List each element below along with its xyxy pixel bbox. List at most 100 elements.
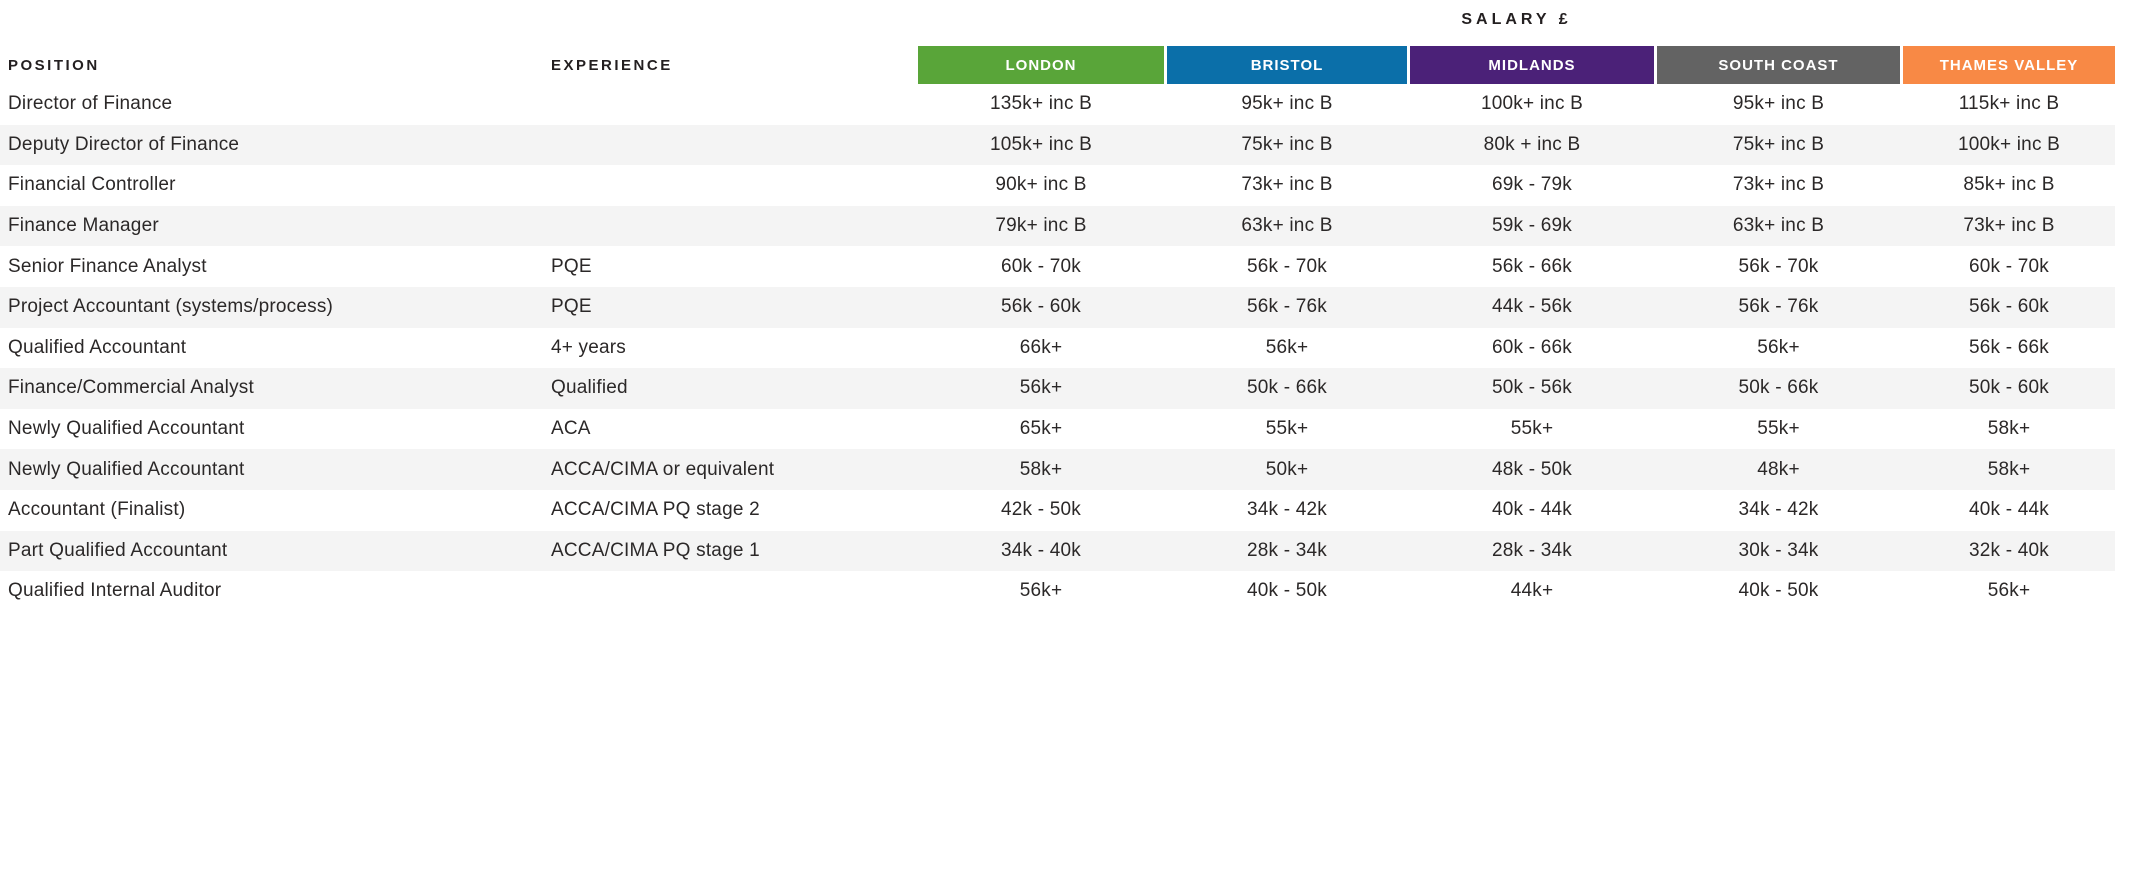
experience-cell	[551, 125, 881, 166]
salary-cell-thames-valley: 60k - 70k	[1969, 255, 2049, 277]
table-row: Accountant (Finalist) ACCA/CIMA PQ stage…	[0, 489, 2115, 531]
salary-cell-london: 58k+	[1019, 458, 1063, 480]
region-header-london: LONDON	[918, 46, 1164, 84]
salary-cell-thames-valley: 58k+	[1987, 458, 2031, 480]
salary-cell-bristol: 40k - 50k	[1247, 580, 1327, 602]
table-row: Newly Qualified Accountant ACCA/CIMA or …	[0, 449, 2115, 490]
table-row: Project Accountant (systems/process) PQE…	[0, 286, 2115, 328]
salary-cell-south-coast: 56k - 70k	[1738, 255, 1819, 277]
salary-cell-south-coast: 30k - 34k	[1738, 539, 1819, 561]
salary-cell-midlands: 28k - 34k	[1492, 539, 1572, 561]
position-cell: Qualified Internal Auditor	[8, 580, 222, 602]
table-row: Senior Finance Analyst PQE 60k - 70k 56k…	[0, 246, 2115, 287]
experience-column-header: EXPERIENCE	[551, 56, 673, 74]
salary-cell-bristol: 63k+ inc B	[1241, 215, 1333, 237]
experience-cell: PQE	[551, 255, 592, 277]
salary-cell-london: 135k+ inc B	[989, 93, 1092, 115]
experience-cell: ACCA/CIMA PQ stage 2	[551, 499, 760, 521]
salary-cell-south-coast: 34k - 42k	[1738, 499, 1819, 521]
salary-cell-midlands: 69k - 79k	[1492, 174, 1572, 196]
salary-cell-bristol: 34k - 42k	[1247, 499, 1327, 521]
salary-cell-bristol: 55k+	[1265, 418, 1309, 440]
salary-cell-london: 66k+	[1019, 336, 1063, 358]
salary-cell-london: 79k+ inc B	[995, 215, 1087, 237]
salary-cell-south-coast: 73k+ inc B	[1732, 174, 1825, 196]
experience-cell	[551, 84, 881, 125]
table-row: Finance/Commercial Analyst Qualified 56k…	[0, 368, 2115, 409]
salary-cell-south-coast: 75k+ inc B	[1732, 133, 1825, 155]
salary-cell-london: 42k - 50k	[1001, 499, 1081, 521]
region-header-midlands: MIDLANDS	[1410, 46, 1654, 84]
table-row: Qualified Internal Auditor 56k+ 40k - 50…	[0, 571, 2115, 612]
experience-cell: ACA	[551, 418, 591, 440]
salary-cell-midlands: 48k - 50k	[1492, 458, 1572, 480]
salary-cell-south-coast: 55k+	[1757, 418, 1800, 440]
salary-cell-thames-valley: 73k+ inc B	[1963, 215, 2055, 237]
position-cell: Director of Finance	[8, 93, 173, 115]
experience-cell	[551, 206, 881, 247]
salary-table-body: Director of Finance 135k+ inc B 95k+ inc…	[0, 84, 2115, 612]
position-cell: Deputy Director of Finance	[8, 133, 240, 155]
table-row: Director of Finance 135k+ inc B 95k+ inc…	[0, 84, 2115, 125]
salary-title: SALARY £	[1461, 11, 1572, 28]
salary-cell-bristol: 75k+ inc B	[1241, 133, 1333, 155]
position-cell: Qualified Accountant	[8, 336, 187, 358]
salary-cell-bristol: 95k+ inc B	[1241, 93, 1333, 115]
salary-cell-bristol: 73k+ inc B	[1241, 174, 1333, 196]
salary-cell-london: 105k+ inc B	[989, 133, 1092, 155]
salary-cell-thames-valley: 50k - 60k	[1969, 377, 2049, 399]
experience-cell: 4+ years	[551, 336, 627, 358]
position-cell: Newly Qualified Accountant	[8, 458, 245, 480]
region-header-south-coast: SOUTH COAST	[1657, 46, 1900, 84]
position-column-header: POSITION	[8, 56, 100, 74]
salary-cell-thames-valley: 115k+ inc B	[1958, 93, 2060, 115]
salary-cell-bristol: 56k - 76k	[1247, 296, 1327, 318]
position-cell: Finance/Commercial Analyst	[8, 377, 254, 399]
salary-cell-london: 60k - 70k	[1001, 255, 1081, 277]
salary-cell-thames-valley: 58k+	[1987, 418, 2031, 440]
salary-cell-south-coast: 40k - 50k	[1738, 580, 1819, 602]
salary-cell-london: 34k - 40k	[1001, 539, 1081, 561]
salary-cell-thames-valley: 100k+ inc B	[1957, 133, 2060, 155]
salary-cell-south-coast: 63k+ inc B	[1732, 215, 1825, 237]
experience-cell: PQE	[551, 296, 592, 318]
position-cell: Senior Finance Analyst	[8, 255, 207, 277]
salary-cell-london: 56k - 60k	[1001, 296, 1081, 318]
salary-cell-bristol: 28k - 34k	[1247, 539, 1327, 561]
table-row: Qualified Accountant 4+ years 66k+ 56k+ …	[0, 327, 2115, 369]
table-row: Part Qualified Accountant ACCA/CIMA PQ s…	[0, 530, 2115, 572]
salary-cell-thames-valley: 40k - 44k	[1969, 499, 2049, 521]
salary-cell-bristol: 50k - 66k	[1247, 377, 1327, 399]
salary-cell-midlands: 44k - 56k	[1492, 296, 1572, 318]
salary-cell-south-coast: 56k - 76k	[1738, 296, 1819, 318]
experience-cell: ACCA/CIMA PQ stage 1	[551, 539, 760, 561]
salary-cell-london: 56k+	[1019, 377, 1063, 399]
salary-cell-midlands: 59k - 69k	[1492, 215, 1572, 237]
region-header-bristol: BRISTOL	[1167, 46, 1407, 84]
salary-cell-thames-valley: 85k+ inc B	[1963, 174, 2055, 196]
salary-cell-thames-valley: 32k - 40k	[1969, 539, 2049, 561]
salary-cell-south-coast: 56k+	[1757, 336, 1800, 358]
position-cell: Newly Qualified Accountant	[8, 418, 245, 440]
table-row: Deputy Director of Finance 105k+ inc B 7…	[0, 124, 2115, 166]
table-row: Finance Manager 79k+ inc B 63k+ inc B 59…	[0, 205, 2115, 247]
salary-cell-thames-valley: 56k - 66k	[1969, 336, 2049, 358]
table-row: Newly Qualified Accountant ACA 65k+ 55k+…	[0, 408, 2115, 450]
experience-cell: Qualified	[551, 377, 628, 399]
salary-cell-midlands: 100k+ inc B	[1480, 93, 1583, 115]
salary-cell-midlands: 56k - 66k	[1492, 255, 1572, 277]
salary-cell-london: 90k+ inc B	[995, 174, 1087, 196]
salary-cell-south-coast: 48k+	[1757, 458, 1800, 480]
position-cell: Finance Manager	[8, 215, 159, 237]
position-cell: Financial Controller	[8, 174, 176, 196]
salary-cell-midlands: 44k+	[1510, 580, 1554, 602]
position-cell: Project Accountant (systems/process)	[8, 296, 334, 318]
table-row: Financial Controller 90k+ inc B 73k+ inc…	[0, 165, 2115, 206]
region-header-thames-valley: THAMES VALLEY	[1903, 46, 2115, 84]
experience-cell	[551, 165, 881, 206]
position-cell: Part Qualified Accountant	[8, 539, 228, 561]
salary-cell-london: 56k+	[1019, 580, 1063, 602]
salary-cell-midlands: 40k - 44k	[1492, 499, 1572, 521]
salary-cell-midlands: 80k + inc B	[1483, 133, 1581, 155]
